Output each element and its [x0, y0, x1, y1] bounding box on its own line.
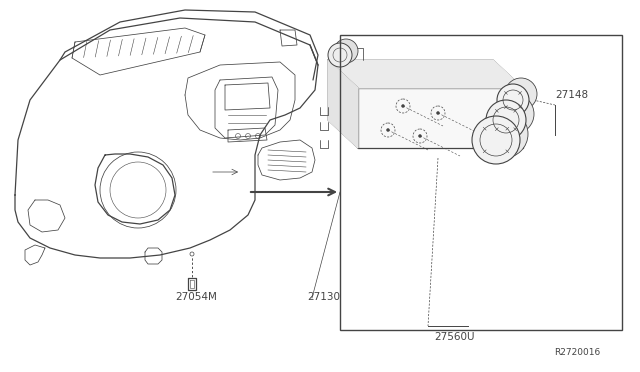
Polygon shape	[328, 60, 358, 148]
Text: 27130: 27130	[307, 292, 340, 302]
Circle shape	[480, 110, 528, 158]
Circle shape	[334, 39, 358, 63]
Circle shape	[401, 105, 404, 108]
Circle shape	[419, 135, 422, 138]
Circle shape	[472, 116, 520, 164]
Text: 27148: 27148	[555, 90, 588, 100]
Polygon shape	[358, 88, 523, 148]
Text: 27054M: 27054M	[175, 292, 217, 302]
Bar	[340, 35, 622, 330]
Circle shape	[505, 78, 537, 110]
Circle shape	[328, 43, 352, 67]
Circle shape	[486, 100, 526, 140]
Circle shape	[387, 128, 390, 131]
Polygon shape	[328, 60, 523, 88]
Text: 27560U: 27560U	[435, 332, 476, 342]
Circle shape	[436, 112, 440, 115]
Circle shape	[494, 94, 534, 134]
Circle shape	[497, 84, 529, 116]
Text: R2720016: R2720016	[554, 348, 600, 357]
